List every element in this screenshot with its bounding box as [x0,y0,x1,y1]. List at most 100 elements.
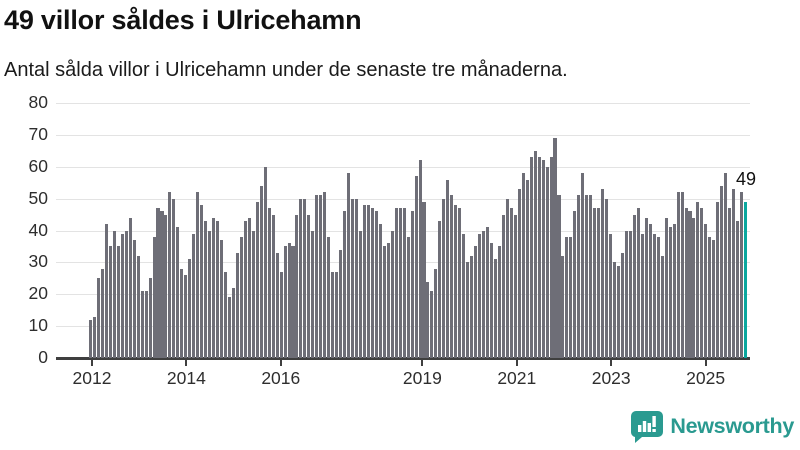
bar [255,201,259,358]
bar [620,252,625,358]
bar [200,205,204,358]
bar [140,291,144,358]
bar [192,233,196,358]
bar [660,256,664,358]
bar [303,198,307,358]
bar [585,195,589,358]
bar [632,214,636,358]
bar [227,297,231,358]
bar [438,220,442,358]
bar [351,198,355,358]
bar [704,224,708,358]
bar [390,230,394,358]
bar [164,214,168,358]
bar [640,233,644,358]
bar [343,211,347,358]
bar [545,166,549,358]
bar [279,271,283,358]
bar [466,262,470,358]
bar [609,233,613,358]
bar [247,217,251,358]
x-axis-label-2023: 2023 [591,368,631,388]
bar [223,271,228,358]
bar [497,246,501,358]
bar [339,249,343,358]
bar [688,211,692,358]
bar [740,192,744,358]
bar [696,201,700,358]
speech-bubble-shape [631,411,664,443]
bar [216,220,220,358]
bar [684,208,688,358]
bar-highlight-latest [744,201,748,358]
page-title: 49 villor såldes i Ulricehamn [4,5,362,35]
bar [394,208,398,358]
bar [486,227,490,358]
bar [136,256,140,358]
bar [271,214,275,358]
bar [323,192,327,358]
gridline-y70 [56,134,750,136]
bar [692,217,696,358]
bar [656,236,660,358]
bar [724,173,728,358]
bar [636,208,640,358]
x-tick-2014 [185,360,188,366]
bar [736,220,740,358]
bar [664,217,668,358]
bar [291,246,295,358]
latest-value-label: 49 [736,169,757,189]
bar [414,176,418,358]
bar [581,173,585,358]
bar [132,240,136,358]
bar [104,224,108,358]
y-axis-label-0: 0 [38,347,48,367]
bar [434,268,438,358]
bar [422,201,426,358]
bar [267,208,271,358]
bar [208,230,212,358]
bar [458,208,462,358]
bar [430,291,434,358]
bar [188,259,192,358]
bar [235,252,239,358]
bar [541,160,545,358]
bar [243,220,247,358]
bar [720,185,724,358]
chart-subtitle: Antal sålda villor i Ulricehamn under de… [4,59,568,81]
bar [652,233,656,358]
bar [327,236,331,358]
bar [593,208,597,358]
x-tick-2019 [421,360,424,366]
bar [220,240,224,358]
bar [402,208,406,358]
bar [668,227,672,358]
x-tick-2023 [610,360,613,366]
bar [680,192,684,358]
bar [676,192,680,358]
x-axis-label-2012: 2012 [72,368,112,388]
bar [482,230,486,358]
bar [176,227,180,358]
bar [454,205,458,358]
bar [410,211,414,358]
x-axis-label-2025: 2025 [686,368,726,388]
bar [601,189,605,358]
bar [537,157,541,358]
bar [406,236,410,358]
bar [708,236,712,358]
bar [374,211,378,358]
bar [624,230,628,358]
bar [231,287,235,358]
brand-name: Newsworthy [670,414,794,438]
y-axis-label-60: 60 [28,155,48,176]
x-tick-2025 [704,360,707,366]
bar [470,256,474,358]
bar [311,230,315,358]
x-tick-2012 [91,360,93,366]
bar [239,236,243,358]
bar [501,214,505,358]
y-axis-label-10: 10 [28,315,48,336]
